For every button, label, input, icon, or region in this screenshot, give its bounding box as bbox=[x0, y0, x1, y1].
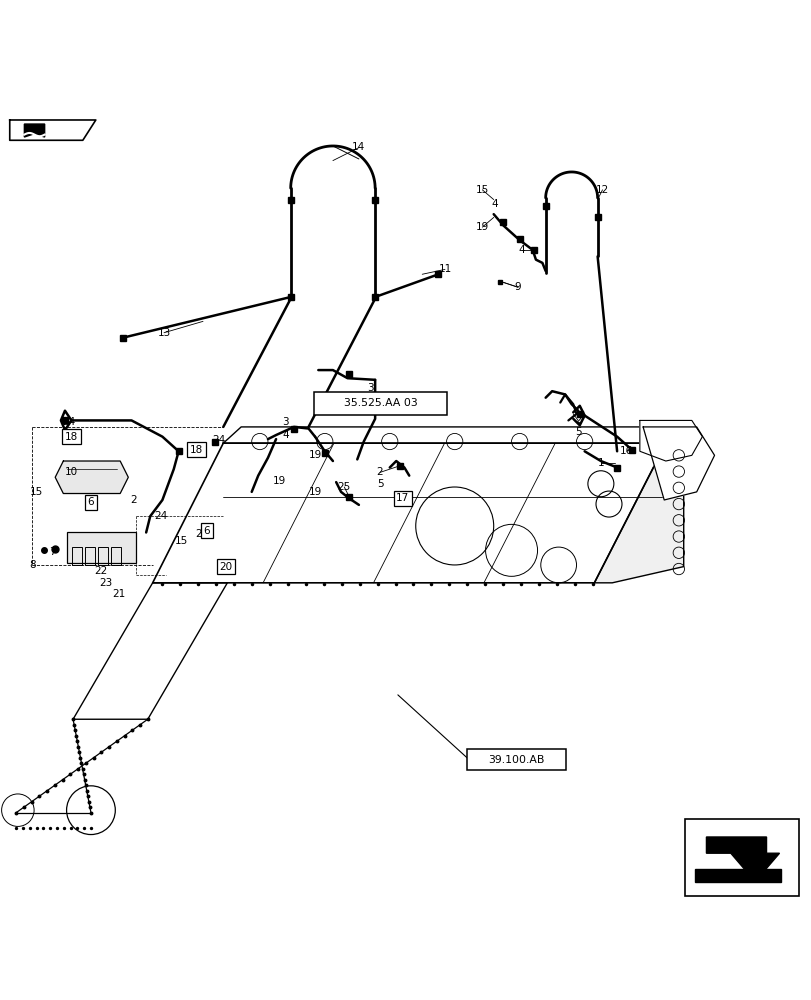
Text: 19: 19 bbox=[308, 487, 321, 497]
Text: 15: 15 bbox=[175, 536, 188, 546]
Bar bbox=[684, 819, 798, 896]
Bar bbox=[111, 547, 121, 565]
Polygon shape bbox=[55, 461, 128, 494]
Text: 6: 6 bbox=[88, 497, 94, 507]
Text: 22: 22 bbox=[94, 566, 107, 576]
Text: 23: 23 bbox=[99, 578, 112, 588]
Text: 10: 10 bbox=[65, 467, 78, 477]
Bar bbox=[98, 547, 108, 565]
Text: 24: 24 bbox=[154, 511, 167, 521]
Text: 35.525.AA 03: 35.525.AA 03 bbox=[344, 398, 417, 408]
Text: 18: 18 bbox=[65, 432, 78, 442]
Text: 13: 13 bbox=[157, 328, 170, 338]
Text: 9: 9 bbox=[514, 282, 521, 292]
Text: 4: 4 bbox=[491, 199, 497, 209]
Text: 2: 2 bbox=[574, 415, 581, 425]
Polygon shape bbox=[642, 427, 714, 500]
Polygon shape bbox=[594, 427, 683, 583]
Text: 8: 8 bbox=[29, 560, 36, 570]
Text: 24: 24 bbox=[62, 417, 75, 427]
Bar bbox=[72, 547, 82, 565]
Text: 2: 2 bbox=[376, 467, 383, 477]
Text: 15: 15 bbox=[30, 487, 43, 497]
Text: 1: 1 bbox=[597, 458, 603, 468]
Polygon shape bbox=[73, 583, 227, 719]
Text: 4: 4 bbox=[367, 394, 373, 404]
Text: 4: 4 bbox=[282, 430, 289, 440]
Text: 2: 2 bbox=[130, 495, 136, 505]
Text: 24: 24 bbox=[212, 435, 225, 445]
Polygon shape bbox=[706, 837, 779, 882]
Text: 25: 25 bbox=[337, 482, 350, 492]
Polygon shape bbox=[694, 869, 780, 882]
Text: 4: 4 bbox=[518, 245, 525, 255]
Text: 21: 21 bbox=[112, 589, 125, 599]
FancyBboxPatch shape bbox=[314, 392, 447, 415]
Text: 24: 24 bbox=[195, 529, 208, 539]
Text: 17: 17 bbox=[396, 493, 409, 503]
Text: 14: 14 bbox=[352, 142, 365, 152]
Polygon shape bbox=[10, 120, 96, 140]
Text: 19: 19 bbox=[475, 222, 488, 232]
Text: 5: 5 bbox=[574, 427, 581, 437]
Text: 15: 15 bbox=[475, 185, 488, 195]
Text: 11: 11 bbox=[438, 264, 451, 274]
Polygon shape bbox=[24, 124, 45, 137]
Text: 7: 7 bbox=[49, 547, 56, 557]
Text: 19: 19 bbox=[309, 450, 322, 460]
Text: 19: 19 bbox=[272, 476, 285, 486]
Text: 39.100.AB: 39.100.AB bbox=[487, 755, 544, 765]
Text: 3: 3 bbox=[282, 417, 289, 427]
Text: 16: 16 bbox=[620, 446, 633, 456]
Text: 12: 12 bbox=[595, 185, 608, 195]
Text: 3: 3 bbox=[367, 383, 373, 393]
Text: 6: 6 bbox=[204, 526, 210, 536]
Polygon shape bbox=[639, 420, 702, 461]
Text: 20: 20 bbox=[219, 562, 232, 572]
Text: 5: 5 bbox=[376, 479, 383, 489]
Polygon shape bbox=[152, 443, 665, 583]
Polygon shape bbox=[223, 427, 683, 443]
Bar bbox=[85, 547, 95, 565]
Bar bbox=[67, 532, 135, 563]
FancyBboxPatch shape bbox=[466, 749, 565, 770]
Text: 18: 18 bbox=[190, 445, 203, 455]
